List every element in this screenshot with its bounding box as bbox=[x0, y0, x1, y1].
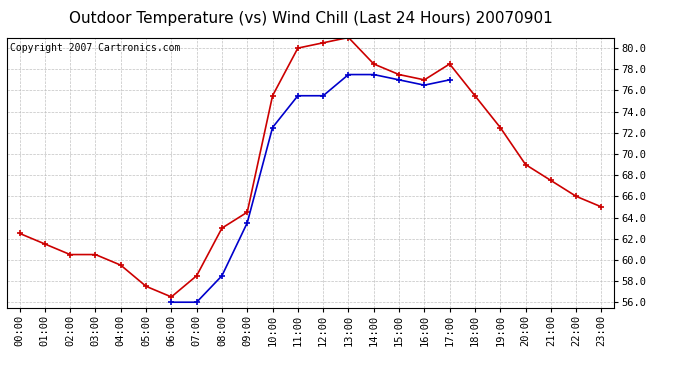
Text: Outdoor Temperature (vs) Wind Chill (Last 24 Hours) 20070901: Outdoor Temperature (vs) Wind Chill (Las… bbox=[68, 11, 553, 26]
Text: Copyright 2007 Cartronics.com: Copyright 2007 Cartronics.com bbox=[10, 43, 180, 53]
